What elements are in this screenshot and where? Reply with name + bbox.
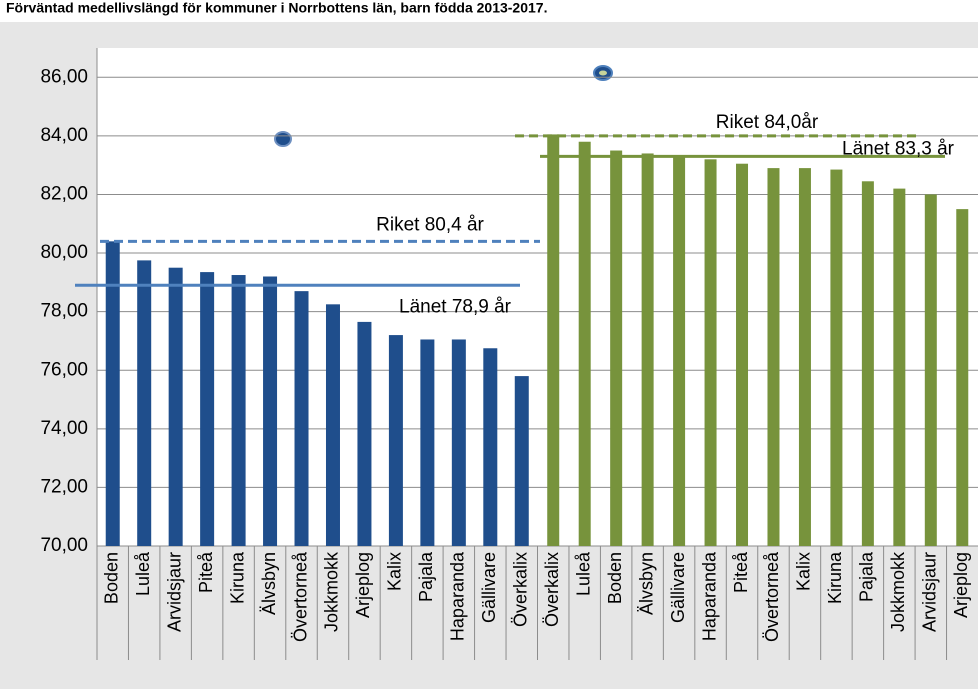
bar xyxy=(641,153,654,547)
x-tick-label: Pajala xyxy=(857,551,877,602)
bar xyxy=(767,168,780,546)
decoration-dot xyxy=(599,70,607,76)
x-tick-label: Överkalix xyxy=(511,552,531,627)
bar xyxy=(231,275,246,546)
bar xyxy=(483,348,498,546)
x-tick-label: Piteå xyxy=(731,551,751,593)
reference-label: Länet 78,9 år xyxy=(399,296,512,317)
bar xyxy=(294,291,309,546)
bar xyxy=(673,156,686,546)
bar xyxy=(830,169,843,546)
x-tick-label: Gällivare xyxy=(479,552,499,623)
chart-title: Förväntad medellivslängd för kommuner i … xyxy=(6,0,547,16)
bar xyxy=(388,335,403,546)
reference-label: Länet 83,3 år xyxy=(842,138,955,159)
plot-area xyxy=(97,48,978,546)
bar xyxy=(798,168,811,546)
y-tick-label: 76,00 xyxy=(40,359,88,380)
x-tick-label: Kiruna xyxy=(227,551,247,604)
x-tick-label: Jokkmokk xyxy=(322,551,342,632)
decoration-dot xyxy=(274,131,292,147)
bar xyxy=(168,267,183,546)
x-tick-label: Överkalix xyxy=(542,552,562,627)
bar xyxy=(704,159,717,547)
bar xyxy=(325,304,340,546)
x-tick-label: Arvidsjaur xyxy=(920,552,940,632)
bar xyxy=(547,134,560,546)
x-tick-label: Luleå xyxy=(133,551,153,596)
y-tick-label: 78,00 xyxy=(40,301,88,322)
bar xyxy=(451,339,466,546)
y-tick-label: 82,00 xyxy=(40,183,88,204)
x-tick-label: Kalix xyxy=(794,552,814,591)
x-tick-label: Piteå xyxy=(196,551,216,593)
x-tick-label: Boden xyxy=(101,552,121,604)
x-tick-label: Jokkmokk xyxy=(888,551,908,632)
x-tick-label: Arjeplog xyxy=(951,552,971,618)
x-tick-label: Övertorneå xyxy=(290,551,310,642)
bar xyxy=(924,194,937,546)
x-tick-label: Haparanda xyxy=(448,551,468,641)
bar xyxy=(420,339,435,546)
bar xyxy=(357,321,372,546)
x-tick-label: Gällivare xyxy=(668,552,688,623)
bar xyxy=(200,272,215,546)
x-tick-label: Boden xyxy=(605,552,625,604)
bar xyxy=(105,241,120,546)
bar xyxy=(736,163,749,546)
y-tick-label: 86,00 xyxy=(40,66,88,87)
x-tick-label: Haparanda xyxy=(699,551,719,641)
y-tick-label: 74,00 xyxy=(40,418,88,439)
bar xyxy=(893,188,906,547)
reference-label: Riket 80,4 år xyxy=(376,214,484,235)
y-tick-label: 84,00 xyxy=(40,125,88,146)
x-tick-label: Arjeplog xyxy=(353,552,373,618)
x-tick-label: Arvidsjaur xyxy=(164,552,184,632)
x-tick-label: Älvsbyn xyxy=(259,552,279,615)
reference-label: Riket 84,0år xyxy=(716,112,819,133)
bar xyxy=(956,209,969,546)
y-tick-label: 72,00 xyxy=(40,476,88,497)
bar xyxy=(137,260,152,546)
bar xyxy=(861,181,874,546)
x-tick-label: Pajala xyxy=(416,551,436,602)
x-tick-label: Kiruna xyxy=(825,551,845,604)
x-tick-label: Luleå xyxy=(573,551,593,596)
y-tick-label: 80,00 xyxy=(40,242,88,263)
x-tick-label: Älvsbyn xyxy=(636,552,656,615)
bar xyxy=(514,376,529,546)
x-tick-label: Övertorneå xyxy=(762,551,782,642)
bar xyxy=(263,276,278,546)
bar xyxy=(578,141,591,546)
bar xyxy=(610,150,623,546)
x-tick-label: Kalix xyxy=(385,552,405,591)
y-tick-label: 70,00 xyxy=(40,535,88,556)
